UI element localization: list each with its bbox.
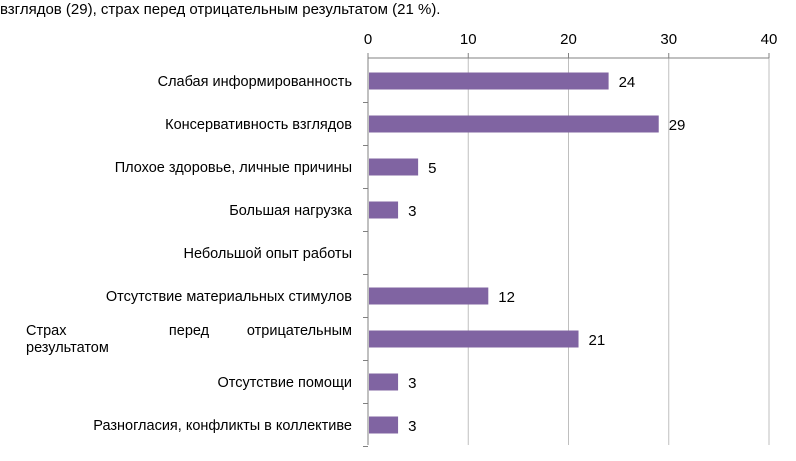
x-tick-label-0: 0	[364, 31, 372, 48]
category-label-6-word-1: перед	[169, 323, 210, 339]
category-label-4: Небольшой опыт работы	[183, 246, 352, 262]
category-label-6-word-0: Страх	[26, 323, 67, 339]
data-label-7: 3	[408, 375, 416, 392]
bar-6	[369, 330, 579, 348]
category-label-1: Консервативность взглядов	[165, 117, 352, 133]
bar-0	[369, 72, 609, 90]
category-label-5: Отсутствие материальных стимулов	[106, 289, 352, 305]
category-label-3: Большая нагрузка	[229, 203, 353, 219]
category-label-2: Плохое здоровье, личные причины	[115, 160, 352, 176]
x-tick-label-3: 30	[660, 31, 677, 48]
bar-3	[369, 201, 399, 219]
x-tick-label-1: 10	[460, 31, 477, 48]
category-label-6-line-2: результатом	[26, 340, 109, 356]
category-label-8: Разногласия, конфликты в коллективе	[93, 418, 352, 434]
category-label-7: Отсутствие помощи	[217, 375, 352, 391]
data-label-1: 29	[669, 117, 686, 134]
category-label-0: Слабая информированность	[158, 74, 352, 90]
bar-2	[369, 158, 419, 176]
bar-5	[369, 287, 489, 305]
caption-text: взглядов (29), страх перед отрицательным…	[0, 1, 441, 18]
category-label-6-word-2: отрицательным	[247, 323, 352, 339]
data-label-3: 3	[408, 203, 416, 220]
x-tick-label-2: 20	[560, 31, 577, 48]
x-tick-label-4: 40	[761, 31, 778, 48]
bar-8	[369, 416, 399, 434]
data-label-5: 12	[498, 289, 515, 306]
bar-1	[369, 115, 659, 133]
data-label-2: 5	[428, 160, 436, 177]
bar-7	[369, 373, 399, 391]
data-label-6: 21	[589, 332, 606, 349]
data-label-8: 3	[408, 418, 416, 435]
data-label-0: 24	[619, 74, 636, 91]
